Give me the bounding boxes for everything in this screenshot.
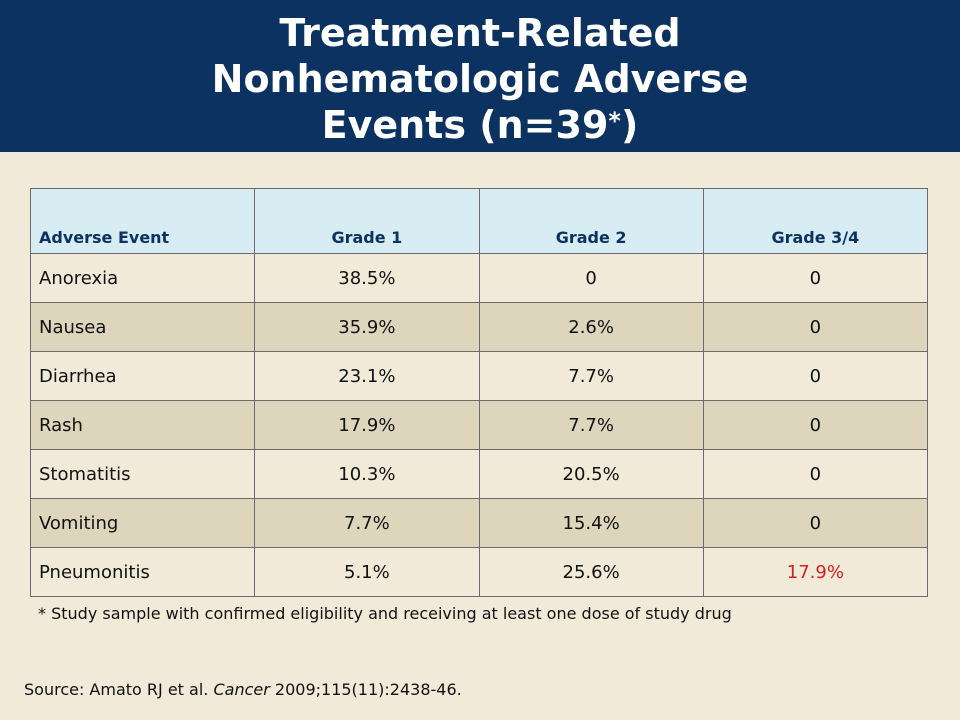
event-name: Diarrhea bbox=[29, 351, 256, 401]
title-close-paren: ) bbox=[620, 103, 639, 147]
title-line-2: Nonhematologic Adverse bbox=[211, 57, 749, 101]
source-suffix: 2009;115(11):2438-46. bbox=[269, 680, 462, 699]
grade-3-4-value: 0 bbox=[702, 253, 929, 303]
event-name: Stomatitis bbox=[29, 449, 256, 499]
grade-2-value: 20.5% bbox=[478, 449, 704, 499]
grade-3-4-value: 0 bbox=[702, 351, 929, 401]
grade-1-value: 7.7% bbox=[254, 498, 480, 548]
title-line-3: Events (n=39*) bbox=[0, 102, 960, 148]
table-header-row: Adverse Event Grade 1 Grade 2 Grade 3/4 bbox=[29, 188, 929, 254]
grade-2-value: 25.6% bbox=[478, 547, 704, 597]
title-line-1: Treatment-Related bbox=[279, 11, 681, 55]
table-row: Rash 17.9% 7.7% 0 bbox=[29, 400, 929, 450]
table-row: Stomatitis 10.3% 20.5% 0 bbox=[29, 449, 929, 499]
grade-2-value: 2.6% bbox=[478, 302, 704, 352]
header-grade-2: Grade 2 bbox=[478, 188, 704, 254]
grade-2-value: 0 bbox=[478, 253, 704, 303]
event-name: Anorexia bbox=[29, 253, 256, 303]
source-citation: Source: Amato RJ et al. Cancer 2009;115(… bbox=[24, 680, 462, 699]
grade-3-4-value: 0 bbox=[702, 302, 929, 352]
header-grade-3-4: Grade 3/4 bbox=[702, 188, 929, 254]
grade-3-4-value-highlighted: 17.9% bbox=[702, 547, 929, 597]
grade-1-value: 17.9% bbox=[254, 400, 480, 450]
source-prefix: Source: Amato RJ et al. bbox=[24, 680, 214, 699]
table-row: Nausea 35.9% 2.6% 0 bbox=[29, 302, 929, 352]
grade-2-value: 7.7% bbox=[478, 351, 704, 401]
table-row: Diarrhea 23.1% 7.7% 0 bbox=[29, 351, 929, 401]
grade-1-value: 5.1% bbox=[254, 547, 480, 597]
table-row: Pneumonitis 5.1% 25.6% 17.9% bbox=[29, 547, 929, 597]
source-journal: Cancer bbox=[213, 680, 270, 699]
grade-3-4-value: 0 bbox=[702, 498, 929, 548]
footnote: * Study sample with confirmed eligibilit… bbox=[38, 604, 732, 623]
slide-title: Treatment-Related Nonhematologic Adverse… bbox=[0, 0, 960, 152]
grade-2-value: 7.7% bbox=[478, 400, 704, 450]
title-asterisk: * bbox=[608, 107, 621, 135]
event-name: Vomiting bbox=[29, 498, 256, 548]
header-adverse-event: Adverse Event bbox=[29, 188, 256, 254]
title-line-3-text: Events (n=39 bbox=[321, 103, 609, 147]
table-row: Anorexia 38.5% 0 0 bbox=[29, 253, 929, 303]
grade-3-4-value: 0 bbox=[702, 449, 929, 499]
grade-1-value: 35.9% bbox=[254, 302, 480, 352]
grade-1-value: 38.5% bbox=[254, 253, 480, 303]
event-name: Nausea bbox=[29, 302, 256, 352]
event-name: Pneumonitis bbox=[29, 547, 256, 597]
adverse-events-table: Adverse Event Grade 1 Grade 2 Grade 3/4 … bbox=[29, 188, 929, 597]
grade-3-4-value: 0 bbox=[702, 400, 929, 450]
grade-1-value: 10.3% bbox=[254, 449, 480, 499]
grade-1-value: 23.1% bbox=[254, 351, 480, 401]
event-name: Rash bbox=[29, 400, 256, 450]
header-grade-1: Grade 1 bbox=[254, 188, 480, 254]
grade-2-value: 15.4% bbox=[478, 498, 704, 548]
table-row: Vomiting 7.7% 15.4% 0 bbox=[29, 498, 929, 548]
